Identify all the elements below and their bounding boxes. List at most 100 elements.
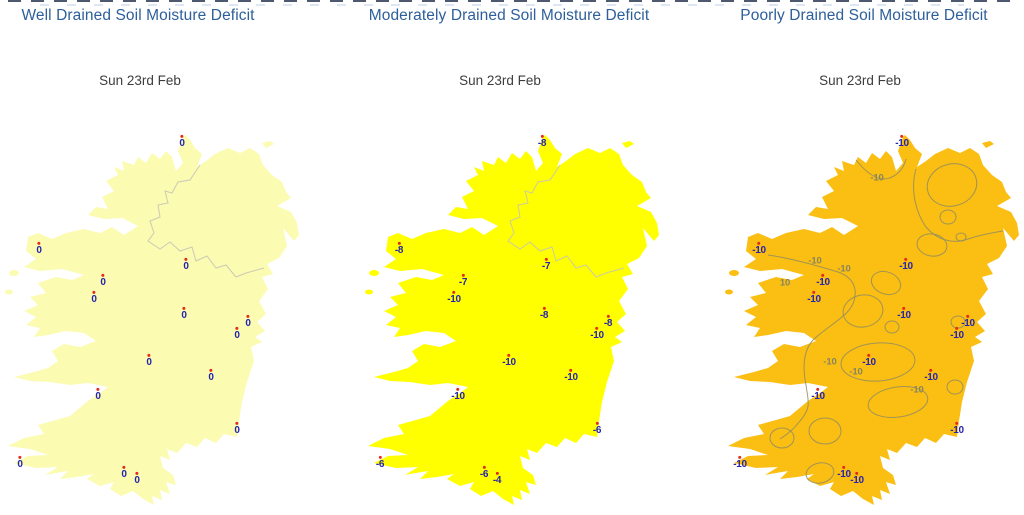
station-dot-icon (867, 353, 871, 357)
station-value: -10 (961, 317, 975, 329)
contour-line (867, 386, 929, 418)
offshore-island (369, 270, 379, 276)
station-dot-icon (182, 306, 186, 310)
station-dot-icon (246, 314, 250, 318)
contour-line (805, 462, 835, 484)
station-dot-icon (37, 241, 41, 245)
rathlin-island (262, 141, 274, 148)
station-marker: -10 (961, 314, 975, 329)
station-value: 0 (183, 260, 189, 272)
station-dot-icon (816, 387, 820, 391)
station-dot-icon (955, 421, 959, 425)
station-marker: -8 (395, 241, 403, 256)
station-value: -10 (752, 244, 766, 256)
contour-line (913, 168, 1004, 242)
station-marker: -10 (950, 326, 964, 341)
station-dot-icon (456, 387, 460, 391)
station-value: 0 (36, 244, 42, 256)
station-marker: -10 (899, 257, 913, 272)
station-dot-icon (147, 353, 151, 357)
station-value: -10 (895, 137, 909, 149)
station-marker: 0 (179, 134, 185, 149)
station-marker: -10 (897, 306, 911, 321)
ni-border-line (507, 164, 625, 278)
station-value: -10 (590, 329, 604, 341)
station-value: -7 (458, 276, 468, 288)
contour-label: -10 (910, 384, 924, 396)
station-dot-icon (235, 326, 239, 330)
station-marker: -4 (493, 471, 501, 486)
date-label: Sun 23rd Feb (819, 73, 901, 88)
station-marker: -10 (807, 290, 821, 305)
contour-line (840, 342, 916, 382)
contour-line (767, 254, 856, 440)
station-dot-icon (569, 368, 573, 372)
top-edge-dashes (8, 0, 1014, 2)
station-value: -10 (950, 424, 964, 436)
station-marker: 0 (234, 421, 240, 436)
ireland-island-shape (8, 135, 299, 505)
station-value: 0 (245, 317, 251, 329)
station-marker: -6 (593, 421, 601, 436)
station-marker: -7 (542, 257, 550, 272)
station-value: -10 (502, 356, 516, 368)
station-value: 0 (121, 468, 127, 480)
station-value: -10 (862, 356, 876, 368)
station-marker: -10 (590, 326, 604, 341)
offshore-island (9, 270, 19, 276)
station-dot-icon (955, 326, 959, 330)
station-marker: -10 (733, 455, 747, 470)
station-marker: 0 (17, 455, 23, 470)
ireland-island-shape (728, 135, 1019, 505)
station-dot-icon (757, 241, 761, 245)
station-value: -10 (950, 329, 964, 341)
station-dot-icon (495, 471, 499, 475)
station-value: -10 (924, 371, 938, 383)
ireland-landmass (5, 135, 299, 505)
station-marker: -10 (950, 421, 964, 436)
map-poorly-drained: -10 -10 -10 -10 -10 -10 -10 -10 -10 -10 -10 -10 -10-… (720, 125, 1020, 515)
contour-line (870, 270, 902, 296)
contour-line (946, 379, 964, 395)
contour-line (884, 320, 900, 334)
station-value: 0 (208, 371, 214, 383)
station-marker: 0 (181, 306, 187, 321)
station-value: -8 (603, 317, 613, 329)
station-dot-icon (842, 465, 846, 469)
station-value: -10 (811, 390, 825, 402)
ireland-landmass (365, 135, 659, 505)
contour-line (769, 427, 795, 449)
station-dot-icon (544, 257, 548, 261)
contour-line (926, 163, 978, 207)
offshore-island (365, 289, 373, 295)
station-dot-icon (482, 465, 486, 469)
station-dot-icon (96, 387, 100, 391)
station-marker: -10 (837, 465, 851, 480)
station-value: 0 (95, 390, 101, 402)
station-marker: 0 (100, 273, 106, 288)
offshore-island (5, 289, 13, 295)
ireland-map-svg (365, 135, 659, 505)
contour-line (808, 417, 842, 445)
station-marker: -6 (479, 465, 489, 480)
station-value: -6 (479, 468, 489, 480)
station-dot-icon (452, 290, 456, 294)
station-value: 0 (234, 329, 240, 341)
station-dot-icon (507, 353, 511, 357)
station-value: -8 (539, 309, 549, 321)
station-dot-icon (461, 273, 465, 277)
station-dot-icon (902, 306, 906, 310)
station-value: -10 (807, 293, 821, 305)
station-marker: -10 (816, 273, 830, 288)
station-value: 0 (17, 458, 23, 470)
station-dot-icon (378, 455, 382, 459)
station-dot-icon (122, 465, 126, 469)
contour-label: -10 (808, 255, 822, 267)
date-label: Sun 23rd Feb (459, 73, 541, 88)
station-dot-icon (966, 314, 970, 318)
contour-label: -10 (837, 263, 851, 275)
offshore-island (725, 289, 733, 295)
